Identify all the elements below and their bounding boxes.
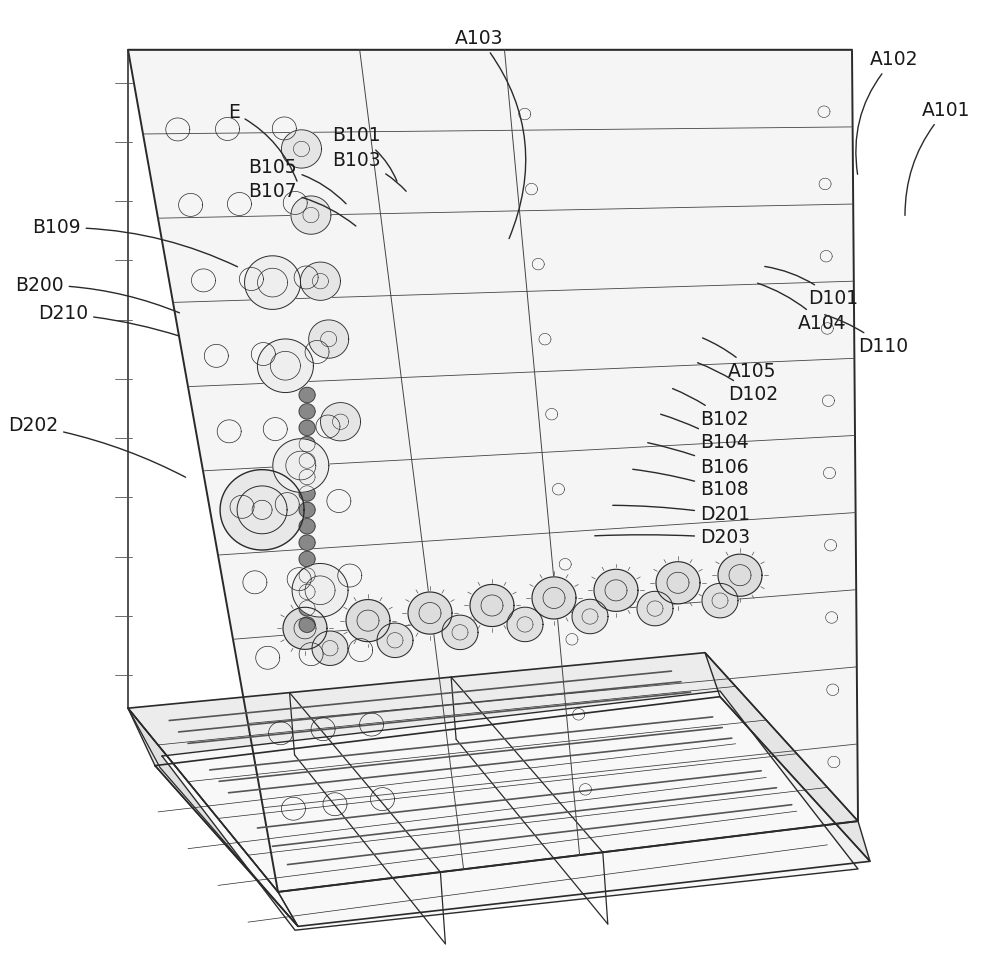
Polygon shape	[128, 708, 298, 926]
Polygon shape	[442, 615, 478, 650]
Polygon shape	[705, 653, 870, 861]
Polygon shape	[283, 608, 327, 650]
Text: B200: B200	[15, 276, 179, 313]
Text: A105: A105	[703, 338, 776, 381]
Polygon shape	[299, 568, 315, 583]
Polygon shape	[507, 607, 543, 641]
Text: B101: B101	[332, 126, 397, 181]
Text: B108: B108	[633, 469, 749, 500]
Polygon shape	[128, 50, 858, 892]
Text: B104: B104	[661, 414, 749, 452]
Text: B105: B105	[248, 158, 346, 204]
Text: A102: A102	[856, 50, 918, 174]
Text: D102: D102	[698, 363, 778, 404]
Polygon shape	[300, 262, 340, 300]
Polygon shape	[312, 631, 348, 665]
Polygon shape	[299, 601, 315, 616]
Polygon shape	[299, 502, 315, 518]
Polygon shape	[299, 551, 315, 567]
Polygon shape	[245, 256, 301, 309]
Polygon shape	[346, 600, 390, 642]
Polygon shape	[470, 585, 514, 627]
Polygon shape	[572, 599, 608, 634]
Text: B102: B102	[673, 389, 749, 429]
Polygon shape	[718, 554, 762, 596]
Text: D203: D203	[595, 528, 750, 547]
Text: E: E	[228, 103, 297, 181]
Text: D101: D101	[765, 266, 858, 308]
Polygon shape	[299, 453, 315, 468]
Text: B103: B103	[332, 151, 406, 191]
Polygon shape	[292, 564, 348, 617]
Polygon shape	[299, 388, 315, 403]
Text: A104: A104	[758, 283, 847, 333]
Polygon shape	[377, 623, 413, 657]
Polygon shape	[299, 584, 315, 599]
Polygon shape	[532, 577, 576, 619]
Polygon shape	[128, 653, 858, 892]
Text: D201: D201	[613, 505, 750, 524]
Polygon shape	[309, 320, 349, 358]
Polygon shape	[299, 436, 315, 452]
Polygon shape	[594, 569, 638, 612]
Polygon shape	[299, 519, 315, 534]
Text: A101: A101	[905, 100, 970, 215]
Polygon shape	[299, 404, 315, 419]
Text: B106: B106	[648, 443, 749, 477]
Polygon shape	[702, 584, 738, 618]
Polygon shape	[291, 196, 331, 234]
Polygon shape	[273, 438, 329, 492]
Polygon shape	[128, 708, 298, 926]
Text: D110: D110	[825, 315, 908, 356]
Polygon shape	[656, 562, 700, 604]
Polygon shape	[299, 617, 315, 633]
Polygon shape	[408, 592, 452, 634]
Text: B109: B109	[32, 218, 238, 267]
Polygon shape	[637, 591, 673, 626]
Polygon shape	[220, 470, 304, 550]
Polygon shape	[257, 339, 313, 392]
Text: A103: A103	[455, 29, 526, 238]
Polygon shape	[299, 420, 315, 435]
Text: D202: D202	[8, 416, 186, 478]
Polygon shape	[321, 403, 361, 441]
Polygon shape	[155, 697, 870, 926]
Polygon shape	[162, 691, 858, 930]
Polygon shape	[299, 486, 315, 501]
Text: B107: B107	[248, 182, 356, 226]
Text: D210: D210	[38, 304, 179, 336]
Polygon shape	[299, 535, 315, 550]
Polygon shape	[299, 469, 315, 484]
Polygon shape	[281, 130, 321, 168]
